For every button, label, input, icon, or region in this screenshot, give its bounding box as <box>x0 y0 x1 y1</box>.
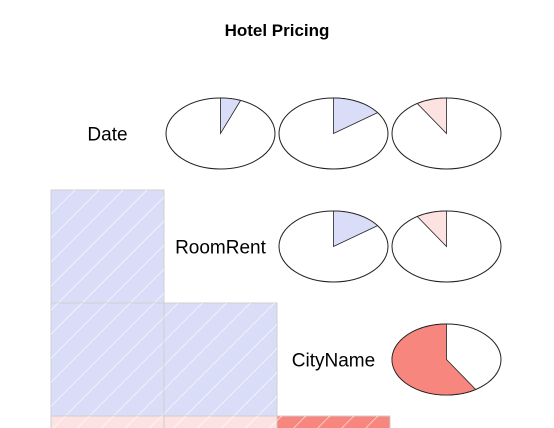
upper-pie-panels <box>165 97 502 396</box>
variable-label-date: Date <box>87 125 127 146</box>
shade-cell-cityname-date <box>50 302 165 417</box>
pie-wedge-date-cityname <box>333 97 379 135</box>
shade-cell-cityname-roomrent <box>163 302 278 417</box>
shade-hatch-roomrent-date <box>51 190 164 303</box>
variable-labels: Date RoomRent CityName Population <box>87 125 375 372</box>
pie-wedge-roomrent-cityname <box>333 210 379 248</box>
shade-cell-roomrent-date <box>50 189 165 304</box>
pie-cell-date-roomrent <box>165 97 276 170</box>
lower-shade-panels <box>50 189 391 428</box>
shade-hatch-cityname-date <box>51 303 164 416</box>
pie-wedge-date-roomrent <box>220 97 242 135</box>
shade-cell-population-date <box>50 415 165 428</box>
pie-cell-roomrent-population <box>391 210 502 283</box>
variable-label-cityname: CityName <box>292 351 375 372</box>
shade-hatch-population-date <box>51 416 164 428</box>
shade-hatch-population-roomrent <box>164 416 277 428</box>
shade-hatch-population-cityname <box>277 416 390 428</box>
pie-wedge-roomrent-population <box>416 210 447 248</box>
variable-label-roomrent: RoomRent <box>175 238 267 259</box>
pie-wedge-cityname-population <box>391 323 477 396</box>
shade-cell-population-roomrent <box>163 415 278 428</box>
shade-cell-population-cityname <box>276 415 391 428</box>
pie-cell-roomrent-cityname <box>278 210 389 283</box>
pie-cell-cityname-population <box>391 323 502 396</box>
chart-title: Hotel Pricing <box>225 21 330 40</box>
pie-cell-date-cityname <box>278 97 389 170</box>
pie-cell-date-population <box>391 97 502 170</box>
pie-wedge-date-population <box>416 97 447 135</box>
shade-hatch-cityname-roomrent <box>164 303 277 416</box>
